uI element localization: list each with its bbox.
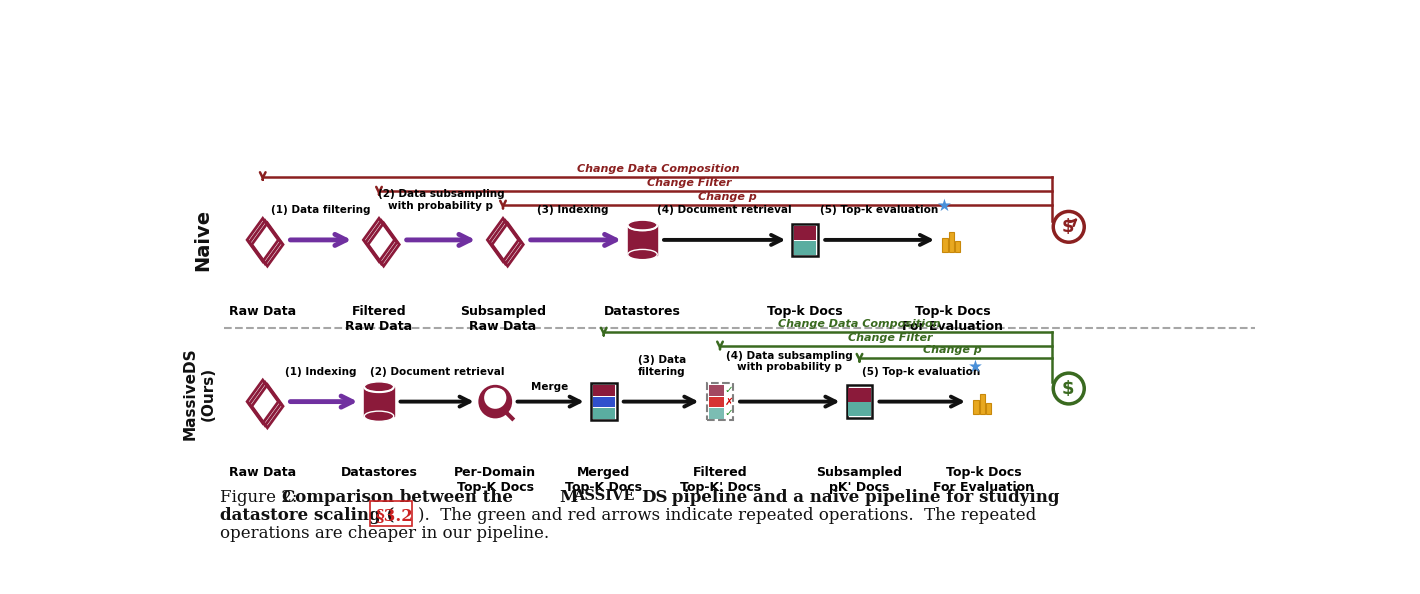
Text: DS: DS <box>640 489 667 505</box>
Circle shape <box>1054 211 1085 242</box>
Text: (2) Document retrieval: (2) Document retrieval <box>369 367 504 377</box>
Text: (4) Data subsampling
with probability p: (4) Data subsampling with probability p <box>727 350 853 372</box>
Bar <box>592 408 615 419</box>
Text: (2) Data subsampling
with probability p: (2) Data subsampling with probability p <box>378 189 504 211</box>
Text: ).  The green and red arrows indicate repeated operations.  The repeated: ). The green and red arrows indicate rep… <box>417 507 1037 524</box>
Text: Merged
Top-K Docs: Merged Top-K Docs <box>565 466 642 494</box>
Text: (1) Indexing: (1) Indexing <box>285 367 356 377</box>
Text: M: M <box>559 489 577 505</box>
Text: Change p: Change p <box>699 192 757 202</box>
Bar <box>980 394 985 414</box>
Text: Change Filter: Change Filter <box>848 333 933 343</box>
Text: Top-k Docs
For Evaluation: Top-k Docs For Evaluation <box>933 466 1034 494</box>
Bar <box>848 402 870 416</box>
Text: Comparison between the: Comparison between the <box>283 489 518 505</box>
Text: (3) Indexing: (3) Indexing <box>537 206 609 215</box>
Bar <box>974 400 978 414</box>
Text: Merge: Merge <box>531 383 568 393</box>
Bar <box>707 383 733 420</box>
Text: ✓: ✓ <box>726 386 734 396</box>
Text: Datastores: Datastores <box>341 466 417 479</box>
Text: (5) Top-k evaluation: (5) Top-k evaluation <box>819 206 939 215</box>
Bar <box>954 241 960 252</box>
Text: Datastores: Datastores <box>604 305 682 318</box>
Text: ★: ★ <box>937 197 953 214</box>
Bar <box>949 232 954 252</box>
Bar <box>591 383 616 420</box>
Ellipse shape <box>628 220 657 230</box>
Text: §3.2: §3.2 <box>375 507 413 524</box>
Text: Top-k Docs: Top-k Docs <box>767 305 843 318</box>
Text: Change p: Change p <box>923 345 981 355</box>
Circle shape <box>480 386 511 417</box>
Text: Change Data Composition: Change Data Composition <box>577 164 740 173</box>
Text: Per-Domain
Top-K Docs: Per-Domain Top-K Docs <box>454 466 537 494</box>
Bar <box>792 224 818 256</box>
Circle shape <box>486 388 506 407</box>
Bar <box>846 386 872 418</box>
Bar <box>709 408 724 419</box>
Text: (4) Document retrieval: (4) Document retrieval <box>656 206 791 215</box>
Text: (3) Data
filtering: (3) Data filtering <box>638 355 686 377</box>
Text: Change Filter: Change Filter <box>646 178 731 188</box>
Text: pipeline and a naive pipeline for studying: pipeline and a naive pipeline for studyi… <box>666 489 1059 505</box>
Text: Figure 2:: Figure 2: <box>220 489 302 505</box>
Text: ASSIVE: ASSIVE <box>572 489 635 503</box>
Bar <box>365 387 393 416</box>
Ellipse shape <box>628 249 657 260</box>
Text: Change Data Composition: Change Data Composition <box>778 319 941 329</box>
Text: ✓: ✓ <box>726 408 734 418</box>
Bar <box>709 386 724 396</box>
Text: operations are cheaper in our pipeline.: operations are cheaper in our pipeline. <box>220 525 550 542</box>
Text: Subsampled
pK' Docs: Subsampled pK' Docs <box>816 466 903 494</box>
Text: ✗: ✗ <box>726 397 734 407</box>
Bar <box>848 388 870 402</box>
Text: (5) Top-k evaluation: (5) Top-k evaluation <box>862 367 981 377</box>
Text: ★: ★ <box>968 358 983 376</box>
Bar <box>985 403 991 414</box>
Text: Raw Data: Raw Data <box>229 466 297 479</box>
Text: Filtered
Top-K' Docs: Filtered Top-K' Docs <box>680 466 761 494</box>
Text: Raw Data: Raw Data <box>229 305 297 318</box>
Bar <box>943 238 949 252</box>
Text: Naive: Naive <box>193 209 212 271</box>
Bar <box>592 397 615 407</box>
Ellipse shape <box>365 382 393 392</box>
Bar <box>628 225 657 255</box>
Text: MassiveDS
(Ours): MassiveDS (Ours) <box>183 347 216 440</box>
Text: Top-k Docs
For Evaluation: Top-k Docs For Evaluation <box>902 305 1003 333</box>
Bar <box>794 226 816 240</box>
Text: datastore scaling (: datastore scaling ( <box>220 507 395 524</box>
Bar <box>709 397 724 407</box>
Text: $: $ <box>1062 218 1074 236</box>
Text: Subsampled
Raw Data: Subsampled Raw Data <box>460 305 547 333</box>
Text: (1) Data filtering: (1) Data filtering <box>271 206 371 215</box>
Ellipse shape <box>365 411 393 421</box>
Text: $: $ <box>1062 380 1074 397</box>
Text: Filtered
Raw Data: Filtered Raw Data <box>345 305 413 333</box>
Circle shape <box>1054 373 1085 404</box>
Bar <box>592 386 615 396</box>
Bar <box>794 241 816 255</box>
